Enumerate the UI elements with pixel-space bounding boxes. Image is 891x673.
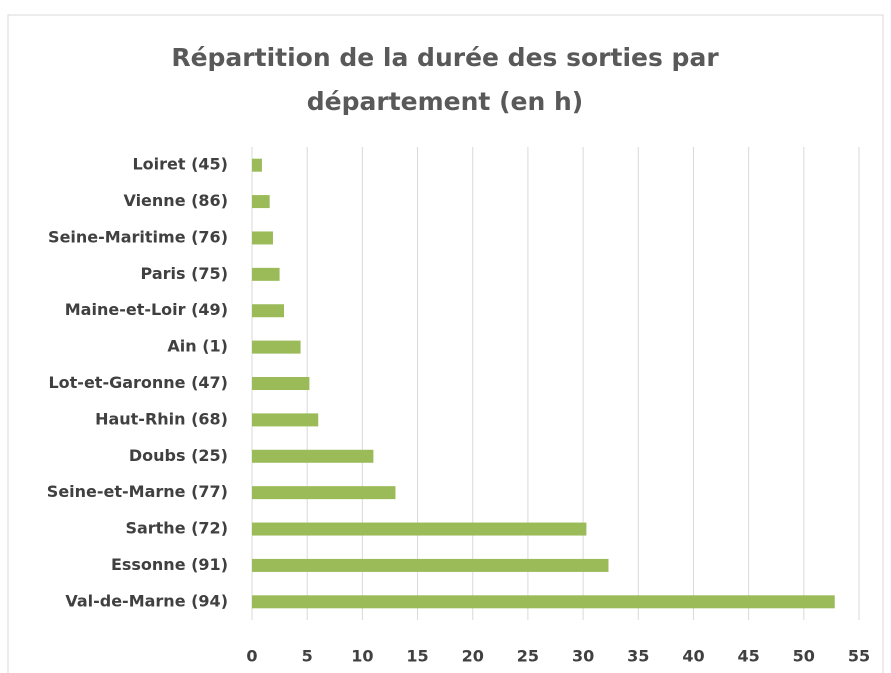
- bar: [252, 449, 374, 463]
- bar: [252, 595, 835, 609]
- x-tick-label: 10: [351, 647, 373, 666]
- bar: [252, 522, 587, 536]
- y-tick-label: Loiret (45): [132, 155, 228, 174]
- y-tick-label: Ain (1): [167, 337, 228, 356]
- x-tick-label: 25: [517, 647, 539, 666]
- bar: [252, 267, 280, 281]
- bar: [252, 558, 609, 572]
- y-tick-label: Seine-Maritime (76): [48, 227, 228, 246]
- x-tick-label: 5: [302, 647, 313, 666]
- y-tick-label: Maine-et-Loir (49): [65, 300, 228, 319]
- x-tick-label: 20: [462, 647, 484, 666]
- x-tick-label: 55: [848, 647, 870, 666]
- y-tick-label: Seine-et-Marne (77): [47, 482, 228, 501]
- x-tick-label: 15: [406, 647, 428, 666]
- x-tick-label: 50: [793, 647, 815, 666]
- y-tick-label: Doubs (25): [129, 446, 228, 465]
- bar: [252, 340, 301, 354]
- y-tick-label: Sarthe (72): [125, 519, 228, 538]
- x-tick-label: 35: [627, 647, 649, 666]
- y-tick-label: Val-de-Marne (94): [65, 591, 228, 610]
- y-tick-label: Essonne (91): [111, 555, 228, 574]
- bar: [252, 377, 310, 390]
- chart-frame: [7, 14, 884, 673]
- y-tick-label: Haut-Rhin (68): [95, 409, 228, 428]
- x-tick-label: 0: [246, 647, 257, 666]
- x-tick-label: 30: [572, 647, 594, 666]
- y-tick-label: Paris (75): [141, 264, 228, 283]
- x-tick-label: 45: [738, 647, 760, 666]
- y-tick-label: Lot-et-Garonne (47): [48, 373, 228, 392]
- x-tick-label: 40: [682, 647, 704, 666]
- chart-title: Répartition de la durée des sorties par …: [171, 43, 719, 116]
- bar: [252, 486, 396, 500]
- bar: [252, 158, 262, 172]
- bar: [252, 304, 285, 318]
- bar: [252, 195, 270, 209]
- bar: [252, 413, 319, 427]
- y-tick-label: Vienne (86): [123, 191, 228, 210]
- bar: [252, 231, 273, 245]
